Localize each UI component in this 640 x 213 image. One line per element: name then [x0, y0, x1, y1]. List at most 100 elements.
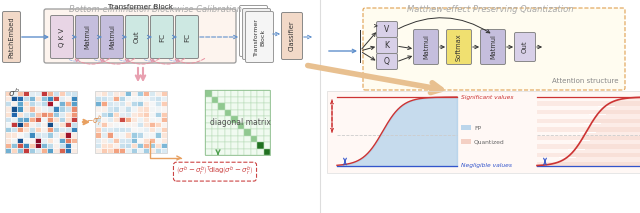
Bar — [95, 96, 101, 101]
Bar — [131, 91, 137, 96]
Bar — [264, 122, 270, 129]
Bar — [17, 138, 23, 143]
Bar — [11, 132, 17, 138]
Bar — [211, 122, 218, 129]
Bar — [29, 143, 35, 148]
Bar — [11, 112, 17, 117]
Bar — [101, 96, 107, 101]
Bar — [205, 135, 211, 142]
Bar — [101, 148, 107, 153]
Bar — [41, 127, 47, 132]
Bar — [113, 91, 119, 96]
Bar — [41, 112, 47, 117]
Bar — [143, 122, 149, 127]
Bar — [41, 96, 47, 101]
Bar — [95, 91, 101, 96]
Bar — [113, 127, 119, 132]
Bar — [65, 106, 71, 112]
Bar — [59, 96, 65, 101]
Bar — [107, 148, 113, 153]
Bar — [231, 129, 237, 135]
Bar — [244, 116, 250, 122]
Bar — [11, 148, 17, 153]
Bar — [29, 112, 35, 117]
Bar — [101, 101, 107, 106]
Text: $\sigma^b$: $\sigma^b$ — [8, 87, 20, 99]
Bar — [71, 122, 77, 127]
Bar — [107, 117, 113, 122]
Bar — [131, 127, 137, 132]
Bar — [264, 135, 270, 142]
Bar — [5, 122, 11, 127]
Bar — [23, 122, 29, 127]
Bar — [257, 96, 264, 103]
Bar — [47, 148, 53, 153]
Bar — [205, 142, 211, 148]
Bar — [23, 132, 29, 138]
Bar — [149, 101, 155, 106]
Bar — [143, 112, 149, 117]
Bar — [225, 135, 231, 142]
Bar — [218, 103, 225, 109]
Bar — [149, 91, 155, 96]
Bar — [231, 142, 237, 148]
Bar — [59, 122, 65, 127]
Bar — [250, 148, 257, 155]
Bar — [59, 101, 65, 106]
Bar — [461, 125, 471, 130]
Bar — [65, 127, 71, 132]
Text: Classifier: Classifier — [289, 21, 295, 51]
Bar — [149, 106, 155, 112]
Bar — [59, 143, 65, 148]
Bar — [131, 106, 137, 112]
Bar — [218, 116, 225, 122]
Bar — [211, 109, 218, 116]
Bar — [11, 143, 17, 148]
Bar — [53, 122, 59, 127]
Bar — [95, 117, 101, 122]
Bar — [47, 101, 53, 106]
Bar — [11, 127, 17, 132]
Bar — [244, 96, 250, 103]
Bar — [244, 142, 250, 148]
Bar — [125, 138, 131, 143]
Bar — [231, 122, 237, 129]
Bar — [107, 143, 113, 148]
Bar — [35, 91, 41, 96]
Bar — [41, 122, 47, 127]
Bar — [23, 138, 29, 143]
Text: $-\sigma_r^b$: $-\sigma_r^b$ — [86, 113, 103, 128]
Bar — [225, 129, 231, 135]
Bar — [47, 96, 53, 101]
Bar — [35, 143, 41, 148]
Bar — [137, 132, 143, 138]
Bar — [161, 112, 167, 117]
Bar — [17, 101, 23, 106]
Bar — [155, 117, 161, 122]
Bar — [71, 101, 77, 106]
Bar — [59, 138, 65, 143]
Bar — [17, 148, 23, 153]
Bar — [250, 90, 257, 96]
Bar — [537, 119, 640, 123]
Bar — [23, 101, 29, 106]
Bar — [35, 138, 41, 143]
Text: Transformer
Block: Transformer Block — [248, 12, 259, 50]
Bar — [47, 112, 53, 117]
Bar — [205, 116, 211, 122]
Bar — [17, 132, 23, 138]
Bar — [11, 122, 17, 127]
Bar — [131, 143, 137, 148]
Bar — [218, 142, 225, 148]
Bar — [5, 91, 11, 96]
Bar — [65, 117, 71, 122]
FancyBboxPatch shape — [243, 9, 271, 59]
Text: Transformer
Block: Transformer Block — [254, 18, 265, 56]
Text: Matmul: Matmul — [423, 35, 429, 59]
Bar — [65, 122, 71, 127]
Bar — [35, 132, 41, 138]
Bar — [537, 144, 640, 149]
Bar — [47, 132, 53, 138]
Bar — [537, 110, 640, 114]
Bar — [65, 96, 71, 101]
